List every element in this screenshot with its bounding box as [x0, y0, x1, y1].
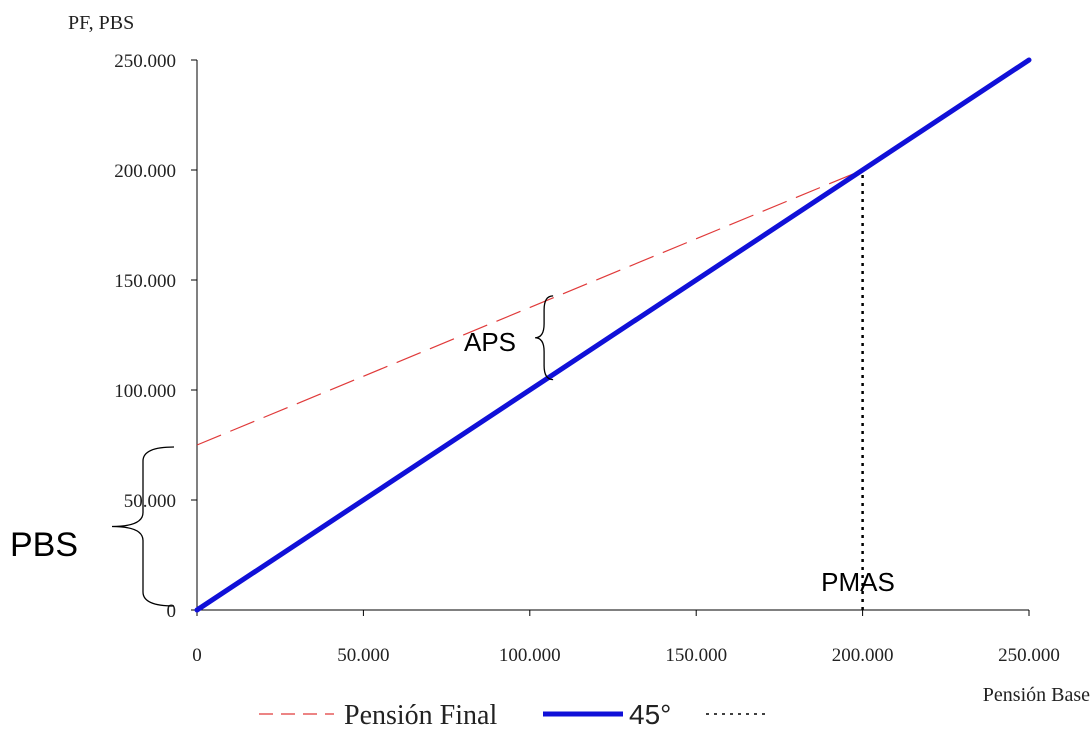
- series-pension-final-line: [196, 169, 863, 446]
- y-tick-label: 0: [167, 601, 177, 622]
- axes: [196, 60, 1029, 611]
- legend: Pensión Final 45°: [259, 699, 770, 731]
- x-tick-label: 0: [192, 645, 202, 666]
- y-ticks: 0 50.000 100.000 150.000 200.000 250.000: [114, 51, 197, 622]
- x-tick-label: 250.000: [998, 645, 1060, 666]
- legend-label-pension-final: Pensión Final: [344, 700, 497, 731]
- y-tick-label: 150.000: [114, 271, 176, 292]
- series-layer: [194, 57, 1032, 613]
- x-axis-title: Pensión Base: [983, 684, 1090, 706]
- pmas-label: PMAS: [821, 567, 895, 597]
- legend-label-45: 45°: [629, 699, 671, 730]
- x-tick-label: 200.000: [832, 645, 894, 666]
- aps-annotation: APS: [464, 295, 554, 381]
- pbs-label: PBS: [10, 526, 78, 564]
- y-tick-label: 200.000: [114, 161, 176, 182]
- aps-brace: [535, 295, 554, 381]
- x-tick-label: 100.000: [499, 645, 561, 666]
- pbs-brace: [111, 446, 175, 607]
- aps-label: APS: [464, 327, 516, 357]
- y-tick-label: 250.000: [114, 51, 176, 72]
- x-ticks: 0 50.000 100.000 150.000 200.000 250.000: [192, 610, 1060, 666]
- y-axis-title: PF, PBS: [68, 12, 134, 34]
- series-45-degree-line: [194, 57, 1032, 613]
- y-tick-label: 50.000: [124, 491, 176, 512]
- x-tick-label: 150.000: [665, 645, 727, 666]
- x-tick-label: 50.000: [337, 645, 389, 666]
- y-tick-label: 100.000: [114, 381, 176, 402]
- pbs-annotation: PBS: [10, 446, 175, 607]
